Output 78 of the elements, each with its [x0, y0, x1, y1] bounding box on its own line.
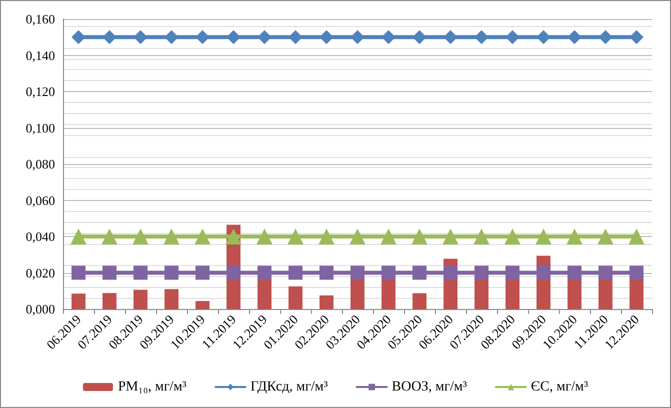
point — [504, 228, 520, 244]
point — [536, 266, 550, 280]
legend-label: ВООЗ, мг/м³ — [392, 380, 467, 394]
point — [196, 266, 210, 280]
point — [102, 30, 116, 44]
point — [226, 30, 240, 44]
bar — [102, 293, 116, 309]
point — [194, 228, 210, 244]
point — [444, 30, 458, 44]
point — [318, 228, 334, 244]
point — [226, 228, 242, 244]
y-tick-label: 0,020 — [26, 265, 55, 280]
point — [350, 30, 364, 44]
point — [72, 266, 86, 280]
point — [444, 266, 458, 280]
point — [196, 30, 210, 44]
point — [630, 30, 644, 44]
y-tick-label: 0,080 — [26, 156, 55, 172]
point — [628, 228, 644, 244]
point — [474, 30, 488, 44]
point — [350, 266, 364, 280]
point — [380, 228, 396, 244]
point — [256, 228, 272, 244]
point — [506, 266, 520, 280]
point — [226, 266, 240, 280]
point — [536, 228, 552, 244]
point — [288, 228, 304, 244]
point — [598, 228, 614, 244]
point — [442, 228, 458, 244]
point — [566, 228, 582, 244]
y-tick-label: 0,100 — [26, 120, 55, 136]
point — [412, 266, 426, 280]
point — [134, 266, 148, 280]
point — [70, 228, 86, 244]
bar — [164, 289, 178, 309]
point — [382, 266, 396, 280]
point — [164, 228, 180, 244]
point — [536, 30, 550, 44]
bar — [320, 295, 334, 309]
point — [102, 266, 116, 280]
point — [72, 30, 86, 44]
point — [164, 266, 178, 280]
legend-label: РМ₁₀, мг/м³ — [118, 380, 187, 394]
point — [506, 30, 520, 44]
point — [132, 228, 148, 244]
y-tick-label: 0,160 — [26, 12, 55, 26]
point — [164, 30, 178, 44]
bar — [72, 294, 86, 309]
point — [598, 266, 612, 280]
point — [412, 30, 426, 44]
point — [258, 30, 272, 44]
point — [288, 30, 302, 44]
y-tick-label: 0,040 — [26, 229, 55, 244]
legend-label: ЄС, мг/м³ — [530, 380, 588, 394]
point — [412, 228, 428, 244]
y-tick-label: 0,000 — [26, 302, 55, 316]
point — [382, 30, 396, 44]
point — [598, 30, 612, 44]
bar — [412, 293, 426, 309]
bar — [196, 301, 210, 309]
point — [474, 228, 490, 244]
point — [568, 30, 582, 44]
point — [288, 266, 302, 280]
bar — [288, 286, 302, 309]
y-tick-label: 0,140 — [26, 48, 55, 63]
point — [474, 266, 488, 280]
bar — [134, 290, 148, 309]
legend-label: ГДКсд, мг/м³ — [250, 380, 328, 394]
point — [630, 266, 644, 280]
point — [350, 228, 366, 244]
point — [320, 266, 334, 280]
point — [568, 266, 582, 280]
y-tick-label: 0,120 — [26, 84, 55, 99]
point — [102, 228, 118, 244]
y-tick-label: 0,060 — [26, 192, 55, 208]
point — [320, 30, 334, 44]
point — [258, 266, 272, 280]
point — [134, 30, 148, 44]
